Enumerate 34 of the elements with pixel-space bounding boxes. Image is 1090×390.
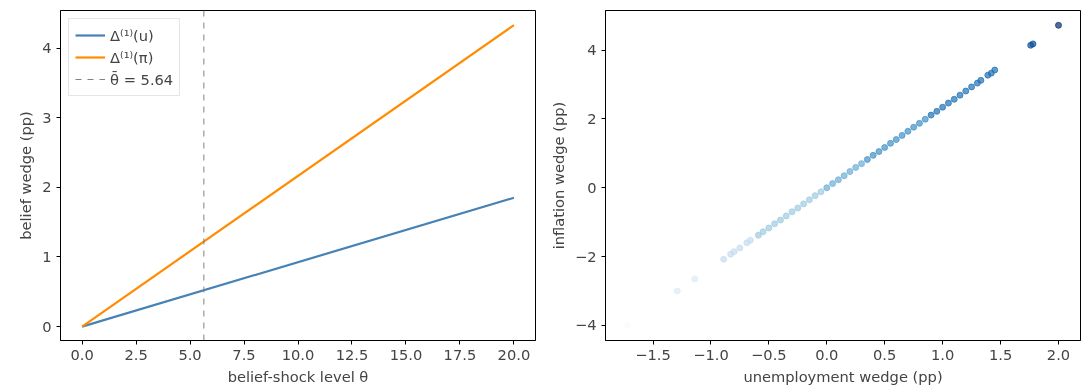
x-tick-label: 2.0 [1046, 345, 1071, 363]
y-tick-label: 3 [42, 108, 52, 126]
x-tick-label: 0.0 [70, 345, 94, 363]
y-tick-label: 0 [587, 178, 597, 196]
x-tick-label: 10.0 [281, 345, 315, 363]
x-tick-label: 0.0 [815, 345, 839, 363]
y-tick-label: 2 [42, 178, 52, 196]
x-tick-label: 17.5 [443, 345, 477, 363]
y-tick-label: 0 [42, 317, 52, 335]
x-tick-label: 12.5 [335, 345, 369, 363]
y-tick-label: 2 [587, 109, 597, 127]
x-tick-label: 5.0 [178, 345, 202, 363]
x-tick-label: 2.5 [124, 345, 148, 363]
y-tick-label: 4 [587, 41, 597, 59]
y-tick-label: 1 [42, 247, 52, 265]
x-tick-label: 1.5 [988, 345, 1013, 363]
x-axis-title: unemployment wedge (pp) [743, 367, 943, 385]
legend-label: Δ⁽¹⁾(u) [110, 26, 154, 44]
ref-line-label: θ̄ = 5.64 [110, 70, 174, 88]
y-tick-label: −4 [574, 316, 597, 334]
x-axis-title: belief-shock level θ [227, 367, 369, 385]
y-axis-title: belief wedge (pp) [17, 111, 35, 240]
x-tick-label: 0.5 [873, 345, 897, 363]
x-tick-label: 20.0 [497, 345, 531, 363]
x-tick-label: 7.5 [232, 345, 256, 363]
y-axis-title: inflation wedge (pp) [549, 101, 567, 250]
y-tick-label: 4 [42, 39, 52, 57]
x-tick-label: 15.0 [389, 345, 423, 363]
x-tick-label: −1.0 [693, 345, 729, 363]
legend-label: Δ⁽¹⁾(π) [110, 48, 154, 66]
x-tick-label: 1.0 [930, 345, 955, 363]
x-tick-label: −0.5 [751, 345, 787, 363]
y-tick-label: −2 [574, 247, 597, 265]
x-tick-label: −1.5 [635, 345, 671, 363]
